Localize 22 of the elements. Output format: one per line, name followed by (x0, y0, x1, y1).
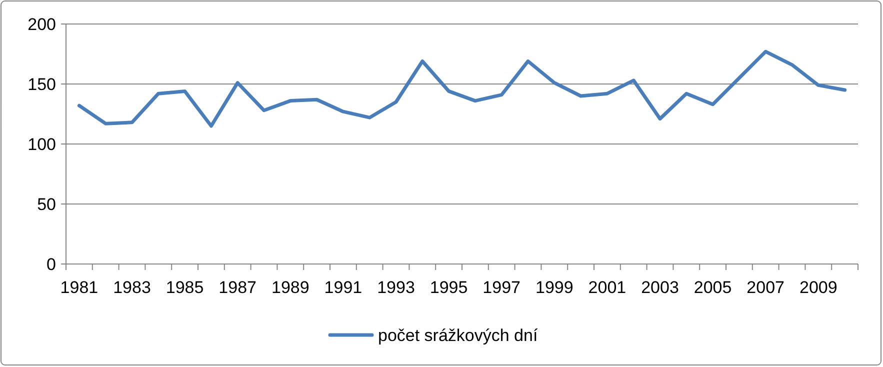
x-tick-label: 1991 (324, 278, 362, 297)
x-tick-label: 2005 (694, 278, 732, 297)
x-tick-label: 1999 (535, 278, 574, 297)
line-series (77, 50, 847, 128)
y-tick-label: 150 (28, 74, 56, 94)
x-tick-label: 1993 (377, 278, 415, 297)
legend-label: počet srážkových dní (378, 326, 538, 345)
x-tick-label: 1987 (218, 278, 257, 297)
y-tick-label: 200 (28, 14, 56, 34)
x-tick-label: 1989 (271, 278, 310, 297)
x-tick-label: 1983 (113, 278, 151, 297)
x-tick-label: 1995 (430, 278, 468, 297)
x-tick-label: 1985 (166, 278, 204, 297)
y-tick-label: 0 (46, 254, 56, 274)
x-tick-label: 2009 (799, 278, 838, 297)
x-tick-label: 2003 (641, 278, 679, 297)
x-tick-label: 1981 (60, 278, 98, 297)
y-tick-label: 50 (37, 194, 56, 214)
x-tick-label: 2007 (746, 278, 785, 297)
x-tick-label: 1997 (482, 278, 521, 297)
y-tick-label: 100 (28, 134, 56, 154)
x-tick-label: 2001 (588, 278, 626, 297)
